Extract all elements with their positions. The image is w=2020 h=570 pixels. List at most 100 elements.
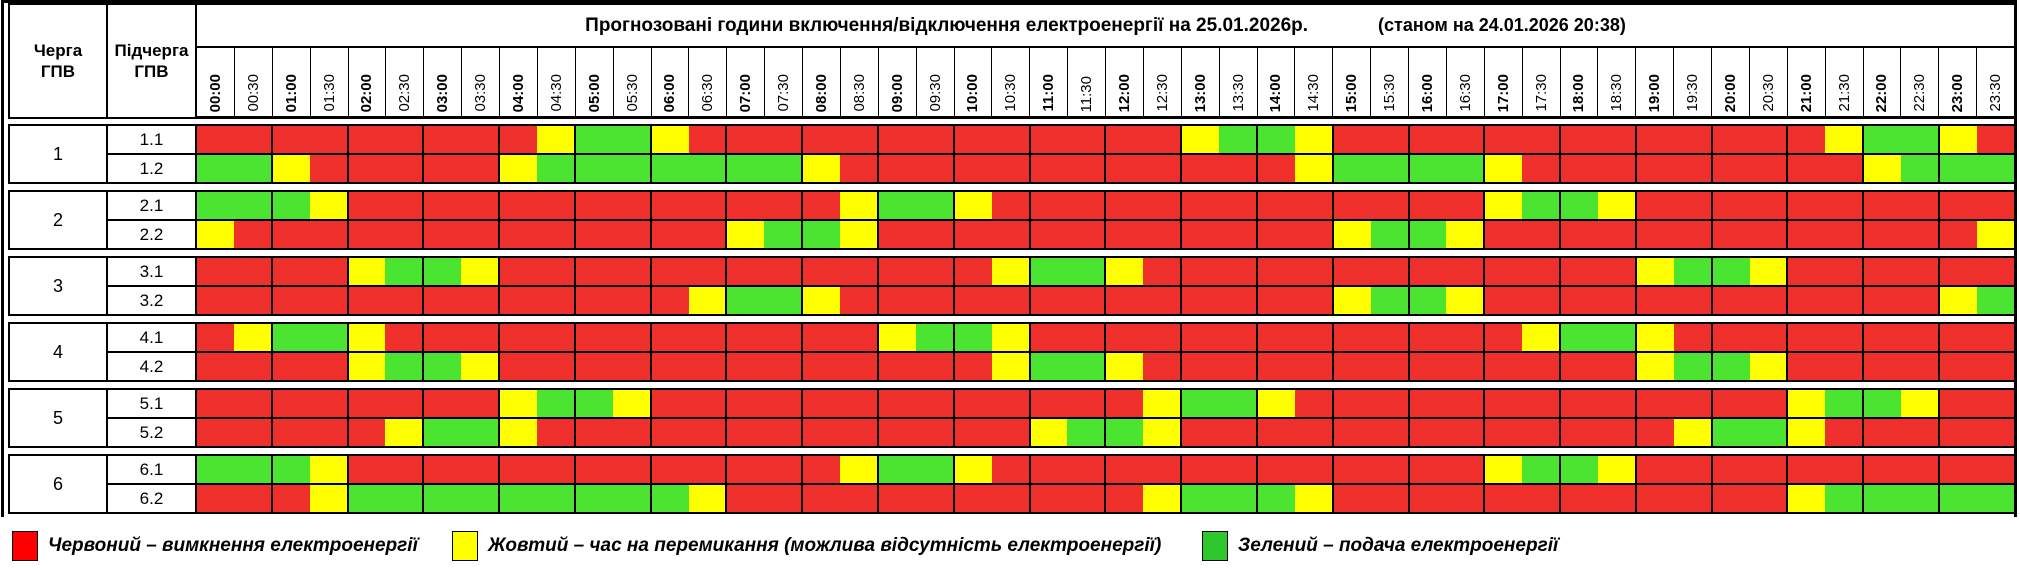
status-cell-3.1-04:00 bbox=[498, 258, 538, 285]
status-cell-3.1-00:30 bbox=[233, 258, 271, 285]
time-col-16:00: 16:00 bbox=[1408, 48, 1446, 116]
status-cell-2.1-02:00 bbox=[346, 192, 386, 219]
status-cell-4.2-07:30 bbox=[764, 353, 802, 380]
status-cell-5.2-16:00 bbox=[1407, 419, 1447, 446]
status-cell-4.2-15:00 bbox=[1331, 353, 1371, 380]
time-col-18:30: 18:30 bbox=[1597, 48, 1635, 116]
status-cell-3.2-01:30 bbox=[309, 287, 347, 314]
queue-rows: 4.1 4.2 bbox=[108, 324, 2014, 380]
status-cell-2.1-23:30 bbox=[1976, 192, 2014, 219]
time-label: 20:30 bbox=[1759, 74, 1777, 112]
status-cell-6.1-13:00 bbox=[1180, 456, 1220, 483]
status-cell-1.2-11:00 bbox=[1028, 155, 1068, 182]
time-label: 09:30 bbox=[926, 74, 944, 112]
time-col-20:30: 20:30 bbox=[1748, 48, 1787, 116]
status-cell-1.1-08:00 bbox=[801, 126, 841, 153]
status-cell-4.2-12:00 bbox=[1104, 353, 1144, 380]
status-cell-4.1-05:30 bbox=[612, 324, 650, 351]
status-cell-1.1-23:00 bbox=[1937, 126, 1977, 153]
status-cell-6.1-15:00 bbox=[1331, 456, 1371, 483]
status-cell-1.2-23:00 bbox=[1937, 155, 1977, 182]
status-cell-4.2-04:30 bbox=[537, 353, 574, 380]
time-label: 02:00 bbox=[358, 73, 376, 112]
status-cell-1.2-00:00 bbox=[197, 155, 234, 182]
status-cell-3.2-19:30 bbox=[1673, 287, 1711, 314]
status-cell-6.2-02:30 bbox=[385, 485, 423, 512]
status-cells bbox=[197, 258, 2014, 285]
status-cell-6.2-19:00 bbox=[1634, 485, 1674, 512]
status-cell-1.2-22:30 bbox=[1901, 155, 1938, 182]
time-label: 19:30 bbox=[1684, 74, 1702, 112]
status-cell-4.1-16:30 bbox=[1446, 324, 1484, 351]
status-cell-4.2-17:30 bbox=[1522, 353, 1560, 380]
status-cell-3.1-02:30 bbox=[385, 258, 423, 285]
status-cell-5.1-08:30 bbox=[840, 390, 878, 417]
legend-label: Жовтий – час на перемикання (можлива від… bbox=[488, 535, 1162, 556]
status-cell-1.2-17:00 bbox=[1483, 155, 1523, 182]
status-cell-6.2-08:30 bbox=[840, 485, 878, 512]
status-cell-5.1-12:30 bbox=[1143, 390, 1181, 417]
status-cell-3.1-21:00 bbox=[1786, 258, 1826, 285]
status-cell-1.1-15:30 bbox=[1370, 126, 1408, 153]
status-cell-4.2-05:00 bbox=[573, 353, 613, 380]
subqueue-label: 4.1 bbox=[108, 324, 197, 351]
status-cell-1.2-21:00 bbox=[1786, 155, 1826, 182]
status-cell-1.1-19:00 bbox=[1634, 126, 1674, 153]
time-label: 05:00 bbox=[585, 73, 603, 112]
status-cell-6.1-23:00 bbox=[1937, 456, 1977, 483]
time-label: 04:00 bbox=[509, 73, 527, 112]
status-cell-6.2-18:30 bbox=[1597, 485, 1635, 512]
status-cell-6.1-10:00 bbox=[952, 456, 992, 483]
status-cell-4.1-00:00 bbox=[197, 324, 234, 351]
status-cell-4.2-20:30 bbox=[1749, 353, 1787, 380]
status-cell-6.2-12:30 bbox=[1143, 485, 1181, 512]
status-cell-2.1-11:00 bbox=[1028, 192, 1068, 219]
legend-item-R: Червоний – вимкнення електроенергії bbox=[12, 529, 418, 563]
status-cell-3.1-00:00 bbox=[197, 258, 234, 285]
status-cell-3.2-11:30 bbox=[1067, 287, 1105, 314]
status-cell-3.2-01:00 bbox=[270, 287, 310, 314]
status-cell-2.1-07:00 bbox=[725, 192, 765, 219]
status-cell-6.2-04:00 bbox=[498, 485, 538, 512]
status-cell-3.1-12:00 bbox=[1104, 258, 1144, 285]
status-cell-2.2-01:00 bbox=[270, 221, 310, 248]
status-cell-6.1-17:00 bbox=[1483, 456, 1523, 483]
schedule-row-6.2: 6.2 bbox=[108, 483, 2014, 512]
time-col-19:00: 19:00 bbox=[1635, 48, 1673, 116]
queue-number: 6 bbox=[10, 456, 108, 512]
status-cell-5.1-21:00 bbox=[1786, 390, 1826, 417]
status-cell-1.2-21:30 bbox=[1825, 155, 1863, 182]
status-cell-3.2-18:30 bbox=[1597, 287, 1635, 314]
queue-number: 2 bbox=[10, 192, 108, 248]
status-cell-4.2-10:00 bbox=[952, 353, 992, 380]
status-cell-2.2-01:30 bbox=[309, 221, 347, 248]
status-cell-6.2-01:00 bbox=[270, 485, 310, 512]
status-cell-1.2-04:00 bbox=[498, 155, 538, 182]
status-cell-4.1-04:30 bbox=[537, 324, 574, 351]
time-col-15:00: 15:00 bbox=[1332, 48, 1370, 116]
status-cell-4.1-12:30 bbox=[1143, 324, 1181, 351]
status-cell-5.1-18:30 bbox=[1597, 390, 1635, 417]
status-cell-1.2-08:00 bbox=[801, 155, 841, 182]
queue-group-3: 3 3.1 3.2 bbox=[8, 256, 2016, 316]
status-cell-4.1-16:00 bbox=[1407, 324, 1447, 351]
status-cell-2.2-14:30 bbox=[1294, 221, 1332, 248]
schedule-row-2.2: 2.2 bbox=[108, 219, 2014, 248]
status-cell-2.1-12:30 bbox=[1143, 192, 1181, 219]
status-cell-2.2-12:00 bbox=[1104, 221, 1144, 248]
status-cell-3.1-14:30 bbox=[1294, 258, 1332, 285]
status-cell-5.2-19:30 bbox=[1673, 419, 1711, 446]
status-cell-3.1-10:30 bbox=[991, 258, 1029, 285]
status-cell-3.2-15:00 bbox=[1331, 287, 1371, 314]
status-cell-6.2-06:00 bbox=[649, 485, 689, 512]
status-cell-6.2-03:00 bbox=[422, 485, 462, 512]
status-cell-6.1-07:30 bbox=[764, 456, 802, 483]
status-cell-4.2-21:30 bbox=[1825, 353, 1863, 380]
status-cell-1.1-13:30 bbox=[1219, 126, 1256, 153]
status-cell-2.2-07:30 bbox=[764, 221, 802, 248]
time-col-14:00: 14:00 bbox=[1256, 48, 1295, 116]
status-cell-1.1-05:00 bbox=[573, 126, 613, 153]
status-cell-1.1-18:00 bbox=[1559, 126, 1598, 153]
status-cell-3.1-17:00 bbox=[1483, 258, 1523, 285]
status-cell-2.2-08:00 bbox=[801, 221, 841, 248]
